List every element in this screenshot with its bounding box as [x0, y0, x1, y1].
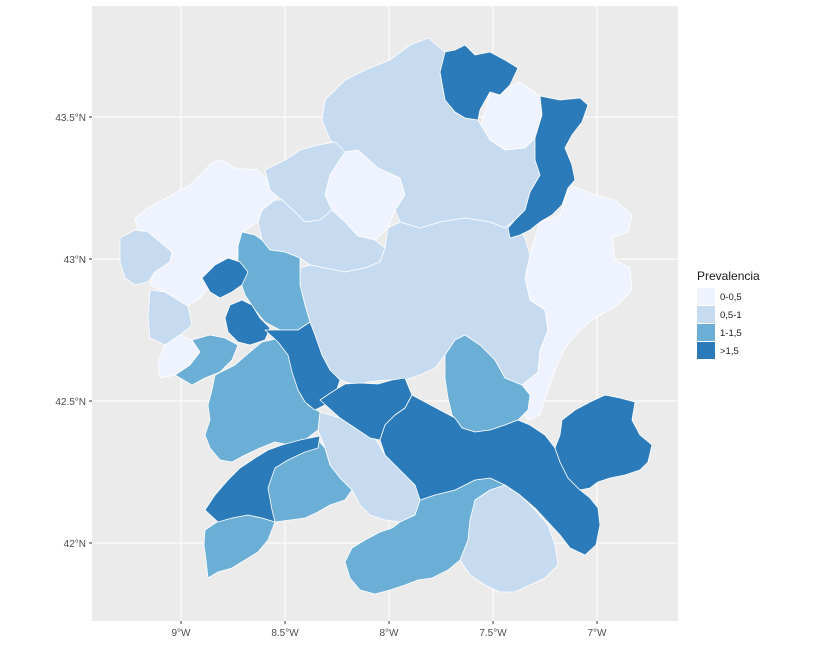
legend: Prevalencia 0-0,5 0,5-1 1-1,5 >1,5: [697, 269, 760, 359]
regions: [119, 37, 653, 595]
y-axis-ticks: 43.5°N 43°N 42.5°N 42°N: [55, 113, 92, 550]
legend-swatch-0: [697, 288, 715, 305]
region-arousa: [174, 334, 239, 386]
legend-label: >1,5: [720, 346, 739, 357]
legend-title: Prevalencia: [697, 269, 760, 283]
region-ortegal: [439, 44, 519, 121]
y-tick-label: 43°N: [64, 255, 86, 266]
legend-label: 0,5-1: [720, 310, 742, 321]
region-mariña: [507, 95, 589, 239]
legend-swatch-1: [697, 306, 715, 323]
region-fisterra: [119, 229, 173, 286]
region-muros-noia: [147, 289, 193, 346]
x-tick-label: 9°W: [172, 628, 192, 639]
region-padron: [224, 299, 271, 346]
x-tick-label: 8.5°W: [271, 628, 299, 639]
legend-label: 0-0,5: [720, 292, 742, 303]
region-vigo: [204, 435, 321, 523]
y-tick-label: 43.5°N: [55, 113, 86, 124]
x-tick-label: 7°W: [588, 628, 608, 639]
y-tick-label: 42.5°N: [55, 397, 86, 408]
x-tick-label: 8°W: [380, 628, 400, 639]
region-muxia: [201, 257, 249, 299]
region-santiago-west: [237, 231, 311, 331]
legend-swatch-2: [697, 324, 715, 341]
legend-swatch-3: [697, 342, 715, 359]
x-tick-label: 7.5°W: [479, 628, 507, 639]
region-valdeorras: [554, 394, 653, 491]
region-ourense-central: [379, 394, 601, 556]
region-lugo-south: [444, 334, 531, 433]
legend-label: 1-1,5: [720, 328, 742, 339]
y-tick-label: 42°N: [64, 539, 86, 550]
x-axis-ticks: 9°W 8.5°W 8°W 7.5°W 7°W: [172, 621, 608, 639]
